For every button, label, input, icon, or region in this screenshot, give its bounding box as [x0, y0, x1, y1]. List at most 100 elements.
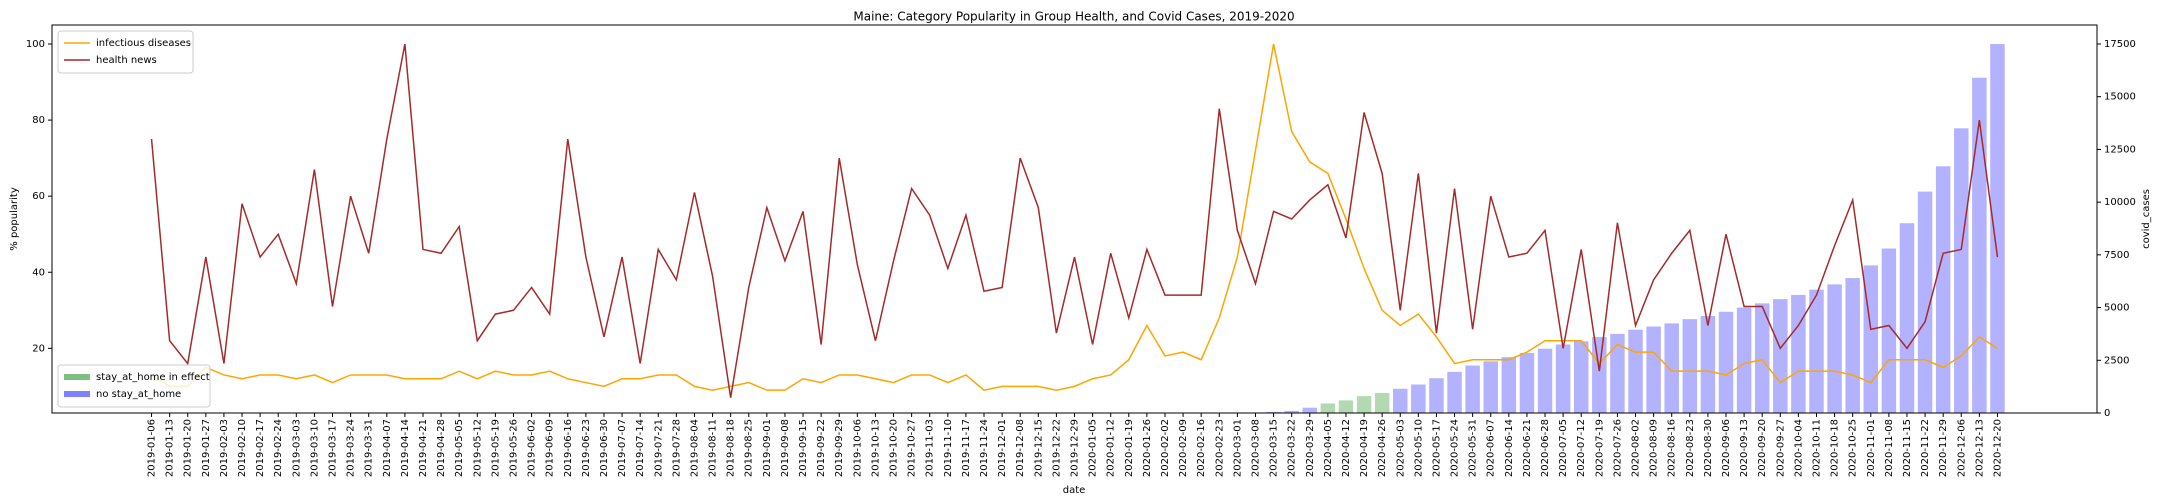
- x-tick-label: 2019-03-31: [364, 419, 375, 477]
- x-tick-label: 2019-11-10: [943, 419, 954, 477]
- bar: [1610, 333, 1625, 413]
- y2-tick-label: 7500: [2104, 250, 2129, 261]
- x-tick-label: 2020-02-02: [1160, 419, 1171, 477]
- bar: [1809, 289, 1824, 413]
- bar: [1537, 348, 1553, 413]
- x-tick-label: 2020-11-15: [1902, 419, 1913, 477]
- y2-tick-label: 15000: [2104, 92, 2136, 103]
- x-tick-label: 2020-05-03: [1395, 419, 1406, 477]
- x-tick-label: 2020-05-10: [1413, 419, 1424, 477]
- x-tick-label: 2019-02-17: [255, 419, 266, 477]
- x-tick-label: 2020-06-07: [1486, 419, 1497, 477]
- x-tick-label: 2020-01-12: [1106, 419, 1117, 477]
- x-tick-label: 2020-07-26: [1612, 419, 1623, 477]
- legend-label: no stay_at_home: [96, 389, 181, 400]
- bar: [1284, 410, 1299, 413]
- bar: [1302, 407, 1318, 413]
- bar: [1465, 365, 1480, 413]
- x-tick-label: 2019-06-09: [545, 419, 556, 477]
- x-tick-label: 2020-11-08: [1884, 419, 1895, 477]
- x-tick-label: 2019-10-13: [870, 419, 881, 477]
- x-tick-label: 2019-06-02: [527, 419, 538, 477]
- x-tick-label: 2020-02-23: [1214, 419, 1225, 477]
- x-tick-label: 2019-09-22: [816, 419, 827, 477]
- bar: [1320, 403, 1336, 413]
- x-tick-label: 2019-09-29: [834, 419, 845, 477]
- x-tick-label: 2019-08-04: [689, 419, 700, 477]
- y2-tick-label: 0: [2104, 408, 2110, 419]
- bar: [1338, 400, 1354, 413]
- bar: [1700, 316, 1716, 413]
- bar: [1954, 128, 1969, 413]
- x-tick-label: 2019-09-01: [762, 419, 773, 477]
- x-tick-label: 2020-05-24: [1450, 419, 1461, 477]
- x-tick-label: 2020-01-26: [1142, 419, 1153, 477]
- x-tick-label: 2020-08-23: [1685, 419, 1696, 477]
- bar: [1990, 43, 2005, 413]
- x-tick-label: 2020-03-29: [1305, 419, 1316, 477]
- line: [150, 43, 1999, 398]
- bar: [1845, 278, 1860, 413]
- x-tick-label: 2020-09-13: [1739, 419, 1750, 477]
- x-tick-label: 2019-01-20: [183, 419, 194, 477]
- x-tick-label: 2019-05-05: [454, 419, 465, 477]
- x-tick-label: 2019-04-07: [382, 419, 393, 477]
- y-tick-label: 100: [26, 39, 45, 50]
- legend-swatch: [64, 391, 90, 397]
- x-tick-label: 2019-01-06: [147, 419, 158, 477]
- x-tick-label: 2020-01-19: [1124, 419, 1135, 477]
- x-axis-label: date: [1063, 485, 1086, 496]
- bar: [1592, 337, 1607, 413]
- bar: [1266, 411, 1281, 413]
- x-tick-label: 2019-02-03: [219, 419, 230, 477]
- legend-swatch: [64, 374, 90, 380]
- x-tick-label: 2020-08-16: [1667, 419, 1678, 477]
- x-tick-label: 2020-04-05: [1323, 419, 1334, 477]
- y-tick-label: 60: [32, 191, 45, 202]
- x-tick-label: 2020-04-12: [1341, 419, 1352, 477]
- bar: [1881, 248, 1897, 413]
- x-tick-label: 2019-05-12: [472, 419, 483, 477]
- x-tick-label: 2020-05-31: [1468, 419, 1479, 477]
- bar: [1899, 223, 1915, 413]
- x-tick-label: 2020-01-05: [1088, 419, 1099, 477]
- x-tick-label: 2019-07-07: [617, 419, 628, 477]
- y-axis-label: % popularity: [9, 187, 20, 251]
- bar: [1773, 299, 1788, 413]
- x-tick-label: 2019-05-19: [490, 419, 501, 477]
- x-tick-label: 2020-02-09: [1178, 419, 1189, 477]
- x-tick-label: 2019-03-17: [328, 419, 339, 477]
- x-tick-label: 2019-12-08: [1015, 419, 1026, 477]
- x-tick-label: 2019-02-10: [237, 419, 248, 477]
- y2-tick-label: 17500: [2104, 39, 2136, 50]
- bar: [1917, 191, 1933, 413]
- x-tick-label: 2019-01-27: [201, 419, 212, 477]
- bar: [1682, 319, 1698, 413]
- x-tick-label: 2019-06-16: [563, 419, 574, 477]
- x-tick-label: 2020-02-16: [1196, 419, 1207, 477]
- x-tick-label: 2020-08-30: [1703, 419, 1714, 477]
- x-tick-label: 2019-07-28: [671, 419, 682, 477]
- x-tick-label: 2019-03-10: [309, 419, 320, 477]
- x-tick-label: 2020-05-17: [1431, 419, 1442, 477]
- x-tick-label: 2019-08-18: [726, 419, 737, 477]
- bar: [1429, 378, 1444, 413]
- y-tick-label: 20: [32, 343, 45, 354]
- bar: [1972, 77, 1987, 413]
- bar: [1519, 352, 1535, 413]
- x-tick-label: 2020-12-13: [1974, 419, 1985, 477]
- x-tick-label: 2019-05-26: [508, 419, 519, 477]
- y-tick-label: 80: [32, 115, 45, 126]
- legend-box: [57, 30, 194, 74]
- x-tick-label: 2019-01-13: [165, 419, 176, 477]
- x-tick-label: 2019-11-17: [961, 419, 972, 477]
- x-tick-label: 2020-04-19: [1359, 419, 1370, 477]
- bar: [1411, 384, 1426, 413]
- legend-box: [57, 364, 211, 408]
- bar: [1863, 265, 1879, 413]
- x-tick-label: 2019-08-25: [744, 419, 755, 477]
- x-tick-label: 2019-06-23: [581, 419, 592, 477]
- x-tick-label: 2020-10-11: [1811, 419, 1822, 477]
- y-tick-label: 40: [32, 267, 45, 278]
